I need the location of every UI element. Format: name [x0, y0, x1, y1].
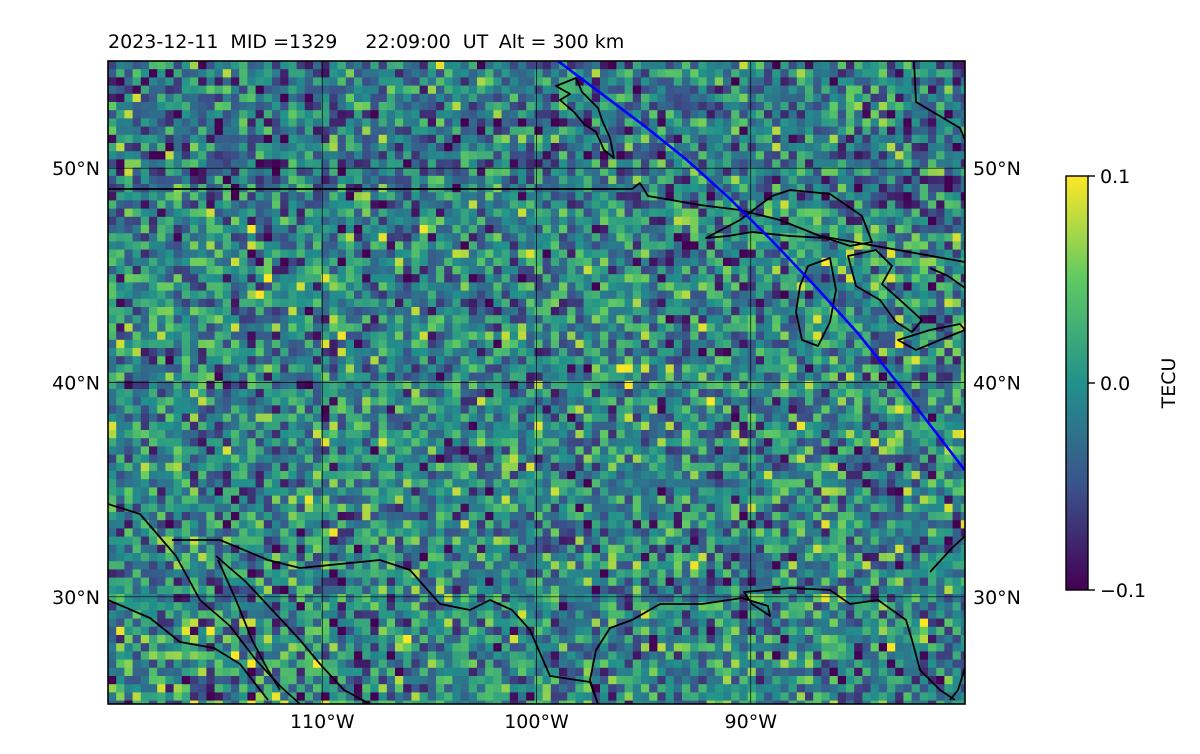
- latitude-tick-label-left: 50°N: [52, 158, 100, 180]
- colorbar-tick-label: −0.1: [1100, 580, 1146, 602]
- longitude-labels: 110°W 100°W 90°W: [290, 711, 777, 733]
- longitude-tick-label: 90°W: [725, 711, 778, 733]
- colorbar-gradient: [1066, 176, 1088, 590]
- colorbar-tick-label: 0.0: [1100, 373, 1130, 395]
- longitude-tick-label: 100°W: [504, 711, 569, 733]
- colorbar-label: TECU: [1158, 358, 1180, 410]
- latitude-tick-label-right: 30°N: [973, 587, 1021, 609]
- colorbar: 0.1 0.0 −0.1 TECU: [1066, 166, 1180, 602]
- latitude-tick-label-right: 40°N: [973, 373, 1021, 395]
- colorbar-tick-label: 0.1: [1100, 166, 1130, 188]
- latitude-tick-label-right: 50°N: [973, 158, 1021, 180]
- map-panel: [108, 61, 970, 709]
- tec-raster: [108, 61, 970, 709]
- latitude-tick-label-left: 40°N: [52, 373, 100, 395]
- latitude-tick-label-left: 30°N: [52, 587, 100, 609]
- longitude-tick-label: 110°W: [290, 711, 355, 733]
- colorbar-ticks: 0.1 0.0 −0.1: [1088, 166, 1146, 602]
